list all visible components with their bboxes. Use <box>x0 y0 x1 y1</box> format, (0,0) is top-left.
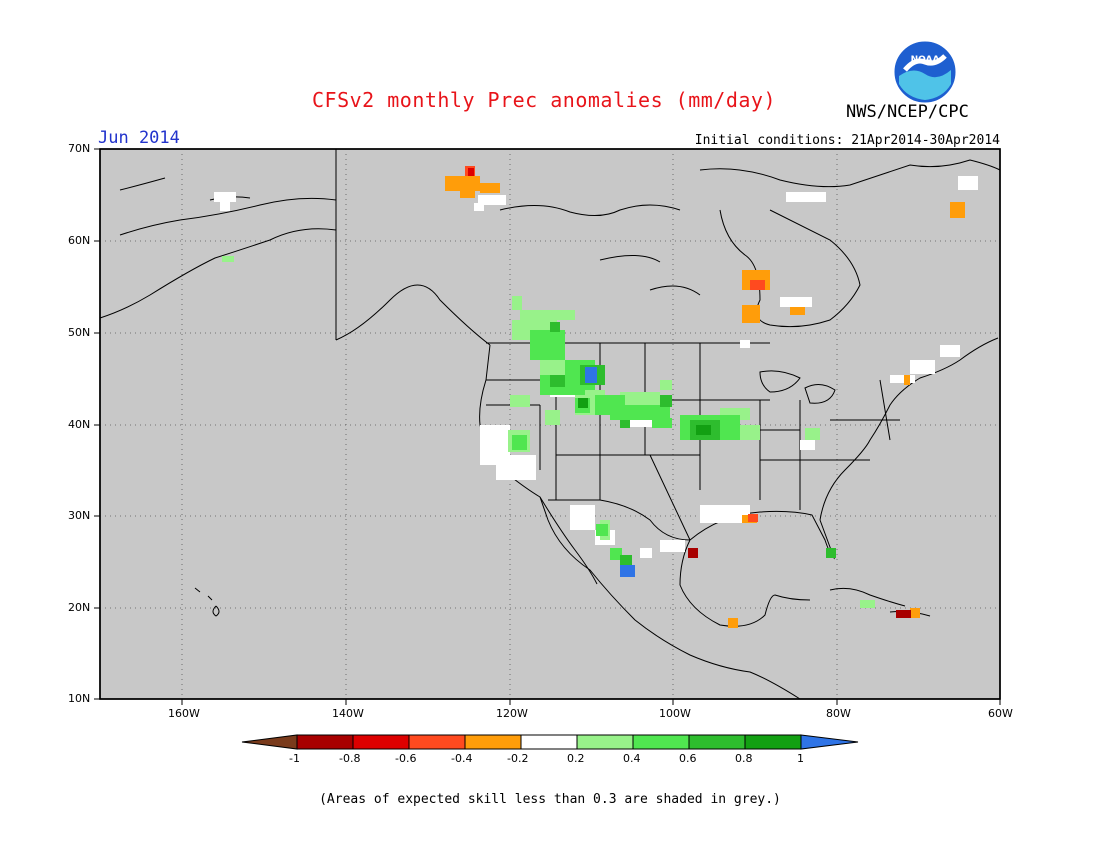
lat-label-40n: 40N <box>68 418 91 431</box>
lon-label-100w: 100W <box>659 707 691 720</box>
lat-label-20n: 20N <box>68 601 91 614</box>
colorbar-tick: -1 <box>289 752 300 765</box>
colorbar-tick: 0.6 <box>679 752 697 765</box>
lon-label-140w: 140W <box>332 707 364 720</box>
initial-conditions: Initial conditions: 21Apr2014-30Apr2014 <box>694 133 1000 148</box>
colorbar-tick: 0.8 <box>735 752 753 765</box>
map-title: CFSv2 monthly Prec anomalies (mm/day) <box>311 88 777 112</box>
colorbar-tick: 1 <box>797 752 804 765</box>
svg-text:NOAA: NOAA <box>911 55 940 65</box>
map-frame <box>99 148 1001 700</box>
noaa-logo-icon: NOAA <box>893 40 957 104</box>
lon-label-80w: 80W <box>826 707 851 720</box>
agency-label: NWS/NCEP/CPC <box>846 102 969 122</box>
lat-label-50n: 50N <box>68 326 91 339</box>
colorbar-tick: -0.8 <box>339 752 361 765</box>
lon-label-60w: 60W <box>988 707 1013 720</box>
tick-marks <box>94 148 1001 705</box>
lat-label-30n: 30N <box>68 509 91 522</box>
colorbar-tick: -0.2 <box>507 752 529 765</box>
colorbar-tick: 0.4 <box>623 752 641 765</box>
forecast-month: Jun 2014 <box>98 128 180 148</box>
lat-label-70n: 70N <box>68 142 91 155</box>
lat-label-60n: 60N <box>68 234 91 247</box>
anomaly-cells <box>214 166 978 628</box>
lon-label-160w: 160W <box>168 707 200 720</box>
colorbar-tick: -0.4 <box>451 752 473 765</box>
colorbar <box>241 734 859 750</box>
colorbar-tick: -0.6 <box>395 752 417 765</box>
lon-label-120w: 120W <box>496 707 528 720</box>
skill-footnote: (Areas of expected skill less than 0.3 a… <box>319 792 781 807</box>
colorbar-tick: 0.2 <box>567 752 585 765</box>
grid-lines <box>100 149 1000 699</box>
lat-label-10n: 10N <box>68 692 91 705</box>
